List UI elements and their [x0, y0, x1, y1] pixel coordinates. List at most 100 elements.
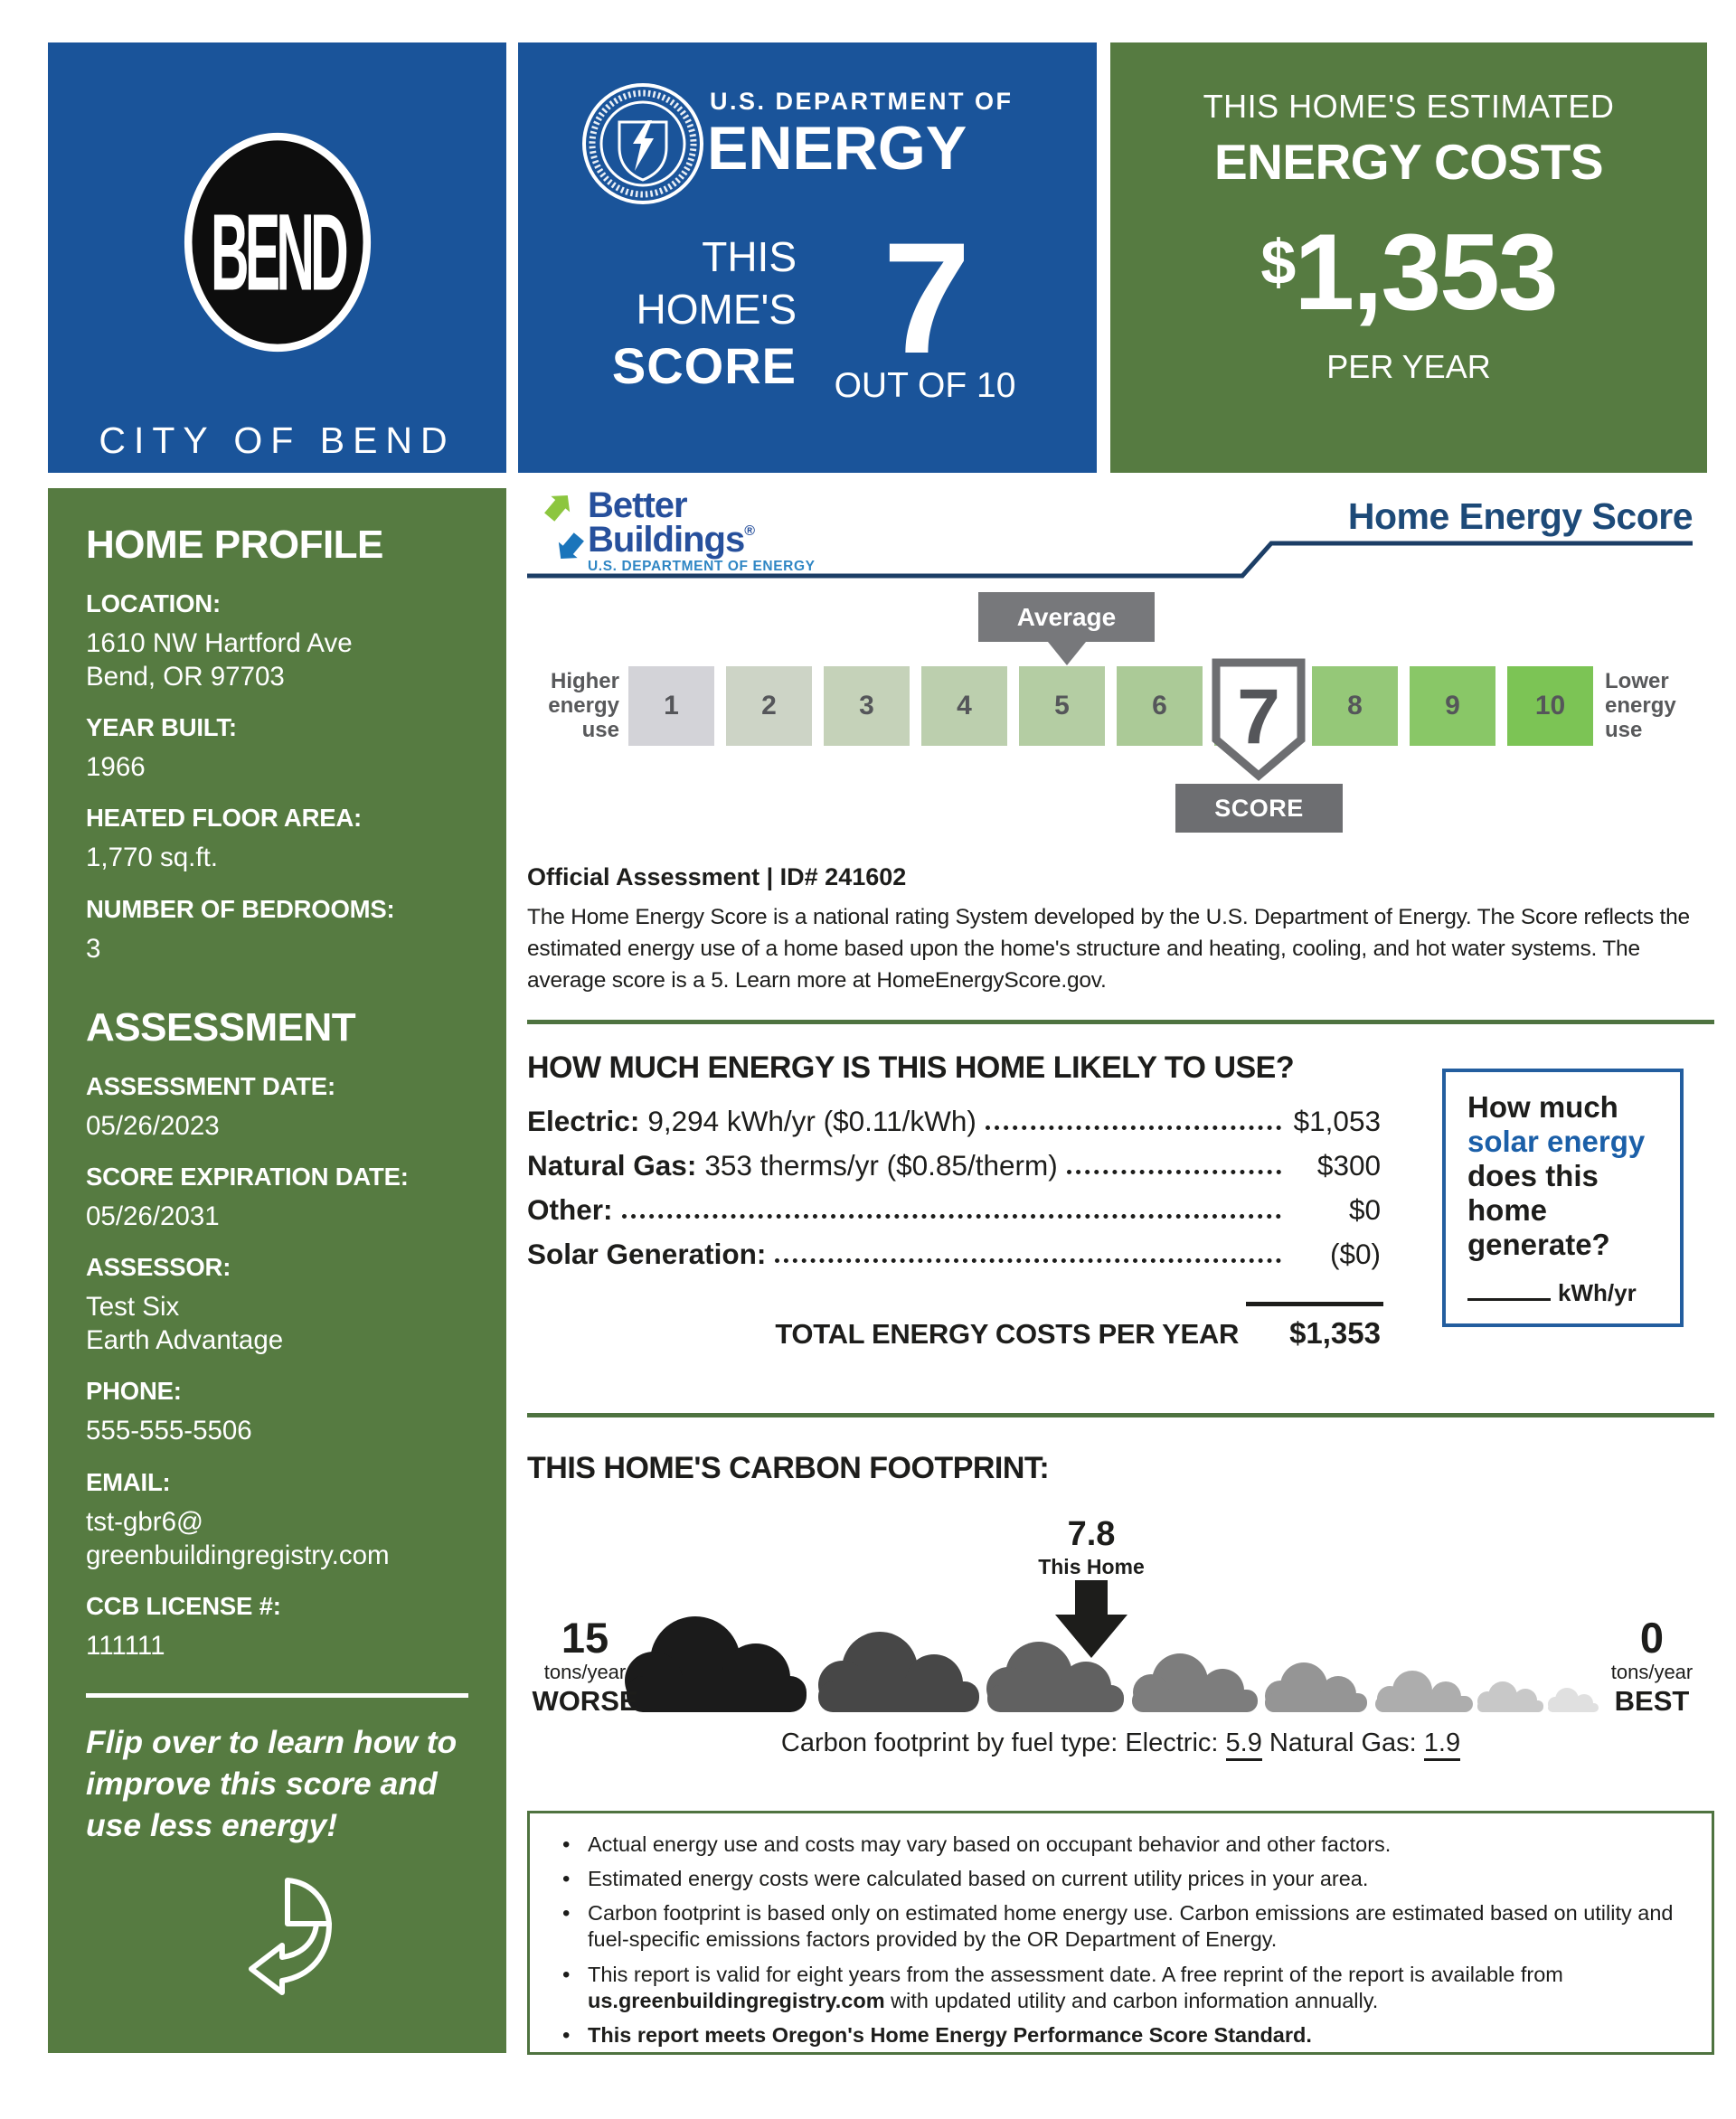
bb-line-top: Better	[588, 485, 688, 525]
energy-use-title: HOW MUCH ENERGY IS THIS HOME LIKELY TO U…	[527, 1050, 1295, 1085]
field-value: 111111	[86, 1630, 165, 1661]
flip-icon-wrap	[86, 1871, 468, 2011]
field-label: NUMBER OF BEDROOMS:	[86, 894, 395, 923]
current-score-marker: 7	[1212, 658, 1306, 781]
label-line: energy	[1605, 693, 1676, 718]
energy-use-rows: Electric: 9,294 kWh/yr ($0.11/kWh) $1,05…	[527, 1105, 1381, 1282]
solar-q-line: How much	[1467, 1090, 1618, 1124]
footer-bullet: This report is valid for eight years fro…	[562, 1962, 1684, 2014]
energy-row-natural-gas: Natural Gas: 353 therms/yr ($0.85/therm)…	[527, 1149, 1381, 1182]
city-of-bend-logo: BEND	[48, 122, 506, 367]
bullet-text: Carbon footprint is based only on estima…	[588, 1901, 1674, 1952]
bullet-text: This report is valid for eight years fro…	[588, 1962, 1563, 1986]
costs-per-year: PER YEAR	[1326, 348, 1491, 385]
field-value: 1966	[86, 752, 146, 783]
footer-bullet: Carbon footprint is based only on estima…	[562, 1900, 1684, 1953]
field-value: 05/26/2023	[86, 1110, 220, 1141]
score-cell-10: 10	[1507, 666, 1593, 746]
field-value: 555-555-5506	[86, 1416, 252, 1446]
row-detail: 9,294 kWh/yr ($0.11/kWh)	[647, 1105, 976, 1137]
field-label: PHONE:	[86, 1377, 182, 1406]
total-amount: $1,353	[1289, 1316, 1381, 1350]
solar-q-highlight: solar energy	[1467, 1125, 1646, 1158]
row-amount: $0	[1348, 1193, 1381, 1226]
costs-line1: THIS HOME'S ESTIMATED	[1203, 88, 1615, 125]
carbon-pointer-value: 7.8	[1067, 1515, 1116, 1553]
energy-costs-panel: THIS HOME'S ESTIMATED ENERGY COSTS $1,35…	[1110, 42, 1707, 473]
cloud-1-icon	[625, 1616, 807, 1712]
energy-row-solar: Solar Generation: ($0)	[527, 1238, 1381, 1271]
best-value: 0	[1639, 1614, 1665, 1662]
score-cell-8: 8	[1312, 666, 1398, 746]
better-buildings-wordmark: Better Buildings® U.S. DEPARTMENT OF ENE…	[588, 485, 816, 574]
score-cell-4: 4	[921, 666, 1007, 746]
energy-row-other: Other: $0	[527, 1193, 1381, 1227]
sidebar: HOME PROFILE LOCATION: 1610 NW Hartford …	[48, 488, 506, 2053]
field-label: YEAR BUILT:	[86, 713, 237, 742]
home-profile-title: HOME PROFILE	[86, 523, 383, 567]
footer-bullet-list: Actual energy use and costs may vary bas…	[562, 1832, 1684, 2049]
score-word-this: THIS	[702, 233, 797, 280]
score-out-of-label: OUT OF 10	[834, 366, 1016, 405]
city-of-bend-panel: BEND CITY OF BEND	[48, 42, 506, 473]
row-amount: $1,053	[1293, 1105, 1381, 1137]
row-label: Electric:	[527, 1105, 640, 1137]
section-divider	[527, 1413, 1714, 1417]
energy-row-electric: Electric: 9,294 kWh/yr ($0.11/kWh) $1,05…	[527, 1105, 1381, 1138]
worse-unit: tons/year	[543, 1661, 627, 1683]
field-value: tst-gbr6@	[86, 1506, 203, 1537]
bullet-bold: This report meets Oregon's Home Energy P…	[588, 2022, 1312, 2047]
solar-generation-box: How much solar energy does this home gen…	[1442, 1069, 1684, 1327]
sidebar-divider	[86, 1693, 468, 1699]
field-value: 05/26/2031	[86, 1201, 220, 1231]
field-label: CCB LICENSE #:	[86, 1591, 281, 1620]
solar-fill-in: kWh/yr	[1467, 1276, 1637, 1307]
carbon-worse-label: 15 tons/year WORSE	[531, 1616, 639, 1715]
section-divider	[527, 1020, 1714, 1024]
field-label: SCORE EXPIRATION DATE:	[86, 1162, 409, 1191]
score-cell-9: 9	[1410, 666, 1495, 746]
bend-logo-text: BEND	[211, 192, 346, 314]
best-unit: tons/year	[1610, 1661, 1694, 1683]
worse-word: WORSE	[532, 1685, 638, 1717]
cloud-7-icon	[1477, 1681, 1543, 1712]
solar-q-line: home	[1467, 1193, 1548, 1227]
flip-note: Flip over to learn how to improve this s…	[86, 1724, 458, 1844]
score-today-badge: SCORE TODAY	[1175, 784, 1343, 871]
assessment-title: ASSESSMENT	[86, 1004, 356, 1050]
footer-bullet: Estimated energy costs were calculated b…	[562, 1866, 1684, 1893]
gas-carbon-value: 1.9	[1423, 1728, 1461, 1761]
this-home-arrow-icon	[1055, 1580, 1127, 1658]
label-line: use	[581, 718, 619, 742]
solar-blank-line	[1467, 1276, 1551, 1301]
label-line: use	[1605, 718, 1643, 742]
bb-line-bottom: Buildings®	[588, 522, 816, 558]
field-bedrooms: NUMBER OF BEDROOMS: 3	[86, 895, 468, 965]
field-value: Bend, OR 97703	[86, 662, 285, 692]
bb-subtitle: U.S. DEPARTMENT OF ENERGY	[588, 559, 816, 574]
banner-step-line	[527, 541, 1693, 579]
field-value: 1,770 sq.ft.	[86, 843, 218, 873]
footnote-text: Natural Gas:	[1261, 1728, 1424, 1757]
total-energy-costs-row: TOTAL ENERGY COSTS PER YEAR $1,353	[527, 1316, 1381, 1351]
score-scale: Average Home Higher energy use Lower ene…	[527, 579, 1714, 871]
doe-score-panel: U.S. DEPARTMENT OF ENERGY THIS HOME'S SC…	[518, 42, 1097, 473]
worse-value: 15	[561, 1614, 609, 1662]
score-cell-5: 5	[1019, 666, 1105, 746]
label-line: energy	[548, 693, 619, 718]
doe-energy-wordmark: ENERGY	[707, 114, 967, 183]
field-label: HEATED FLOOR AREA:	[86, 804, 362, 833]
flip-over-icon	[248, 1878, 332, 1996]
total-label: TOTAL ENERGY COSTS PER YEAR	[775, 1318, 1240, 1350]
best-word: BEST	[1614, 1685, 1690, 1717]
score-cell-6: 6	[1117, 666, 1203, 746]
solar-unit: kWh/yr	[1558, 1279, 1637, 1306]
carbon-footnote: Carbon footprint by fuel type: Electric:…	[527, 1728, 1714, 1761]
field-location: LOCATION: 1610 NW Hartford Ave Bend, OR …	[86, 589, 468, 693]
dot-leader	[1066, 1170, 1281, 1174]
score-word-homes: HOME'S	[636, 286, 797, 333]
carbon-footprint-title: THIS HOME'S CARBON FOOTPRINT:	[527, 1451, 1050, 1485]
average-home-pointer	[1048, 642, 1086, 665]
carbon-footprint-graphic: 7.8 This Home	[527, 1492, 1714, 1772]
